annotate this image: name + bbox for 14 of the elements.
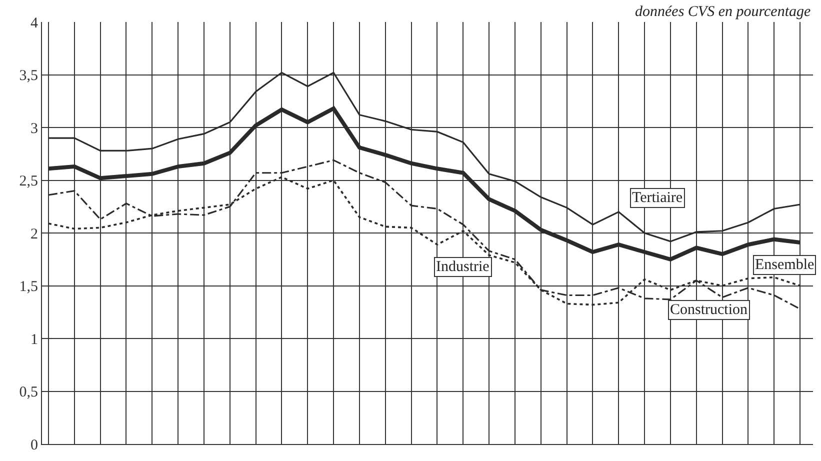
y-tick-label: 3 (30, 120, 38, 137)
y-tick-label: 1,5 (19, 279, 38, 295)
y-tick-label: 0 (30, 437, 38, 454)
y-tick-label: 0,5 (19, 384, 38, 400)
y-tick-label: 1 (30, 332, 38, 348)
y-tick-label: 2,5 (19, 174, 38, 190)
series-label: Tertiaire (632, 190, 683, 206)
series-label: Construction (670, 302, 748, 318)
y-tick-label: 2 (30, 226, 38, 242)
series-label: Industrie (436, 259, 490, 275)
chart-subtitle: données CVS en pourcentage (635, 4, 811, 20)
y-tick-label: 4 (30, 15, 38, 32)
series-label: Ensemble (755, 257, 814, 273)
y-tick-label: 3,5 (19, 68, 38, 84)
